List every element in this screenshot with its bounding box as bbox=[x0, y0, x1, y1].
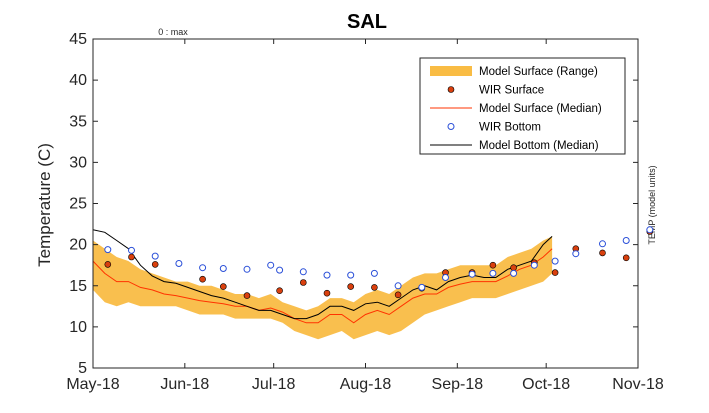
legend-icon-wir-bottom bbox=[447, 123, 455, 130]
wir-surface-point bbox=[551, 269, 559, 276]
wir-surface-point bbox=[128, 253, 135, 261]
wir-bottom-point bbox=[394, 282, 402, 290]
wir-bottom-point bbox=[370, 269, 378, 277]
wir-bottom-point bbox=[104, 246, 112, 254]
wir-bottom-point bbox=[572, 250, 580, 258]
wir-surface-point bbox=[347, 283, 355, 290]
y-tick-label: 25 bbox=[69, 196, 87, 213]
wir-bottom-point bbox=[128, 246, 135, 254]
wir-bottom-point bbox=[530, 261, 538, 269]
wir-surface-point bbox=[371, 284, 378, 291]
x-tick-label: May-18 bbox=[66, 376, 119, 393]
wir-surface-point bbox=[104, 261, 112, 268]
wir-bottom-point bbox=[323, 271, 331, 279]
y-tick-label: 10 bbox=[69, 319, 87, 336]
chart-title: SAL bbox=[347, 11, 387, 33]
wir-bottom-point bbox=[347, 271, 355, 279]
axes: 5 10 15 20 25 30 35 40 45 May-18 Jun-18 Jul-18 Aug-1… bbox=[66, 31, 664, 393]
y-tick-label: 15 bbox=[69, 278, 87, 295]
wir-surface-point bbox=[510, 264, 517, 272]
wir-bottom-point bbox=[418, 283, 426, 291]
x-tick-label: Aug-18 bbox=[340, 376, 392, 393]
wir-bottom-point bbox=[243, 265, 251, 273]
wir-surface-point bbox=[599, 249, 606, 257]
plot-area bbox=[92, 226, 654, 340]
wir-bottom-point bbox=[468, 270, 476, 278]
legend-entry: WIR Bottom bbox=[479, 122, 541, 134]
wir-bottom-point bbox=[175, 260, 183, 267]
y-tick-label: 35 bbox=[69, 113, 87, 130]
top-note: 0 : max bbox=[158, 27, 188, 37]
x-tick-label: Jul-18 bbox=[252, 376, 296, 393]
wir-surface-point bbox=[220, 283, 227, 290]
wir-surface-point bbox=[243, 292, 251, 299]
right-axis-label: TEMP (model units) bbox=[647, 165, 657, 244]
wir-surface-point bbox=[394, 291, 402, 299]
wir-surface-point bbox=[199, 275, 206, 283]
legend-icon-range bbox=[430, 66, 472, 76]
legend-entry: Model Bottom (Median) bbox=[479, 140, 599, 152]
wir-surface-point bbox=[299, 279, 307, 286]
wir-bottom-point bbox=[267, 261, 275, 269]
x-tick-label: Nov-18 bbox=[612, 376, 664, 393]
wir-surface-point bbox=[276, 287, 283, 295]
wir-surface-point bbox=[489, 261, 497, 269]
series-model-surface-median bbox=[92, 248, 553, 324]
wir-bottom-point bbox=[622, 237, 630, 244]
y-tick-label: 20 bbox=[69, 237, 87, 254]
wir-bottom-point bbox=[199, 264, 207, 272]
wir-bottom-point bbox=[489, 269, 497, 277]
series-model-surface-range bbox=[93, 236, 553, 340]
wir-surface-point bbox=[323, 289, 331, 297]
wir-surface-point bbox=[622, 254, 630, 262]
y-axis-label: Temperature (C) bbox=[35, 143, 54, 267]
wir-bottom-point bbox=[442, 274, 449, 281]
wir-bottom-point bbox=[276, 266, 284, 274]
y-tick-label: 40 bbox=[69, 72, 87, 89]
x-tick-label: Jun-18 bbox=[160, 376, 209, 393]
legend-entry: WIR Surface bbox=[479, 85, 544, 97]
x-tick-label: Sep-18 bbox=[432, 376, 484, 393]
series-model-bottom-median bbox=[92, 229, 553, 320]
legend-entry: Model Surface (Range) bbox=[479, 66, 598, 78]
legend: Model Surface (Range) WIR Surface Model Su… bbox=[419, 57, 626, 155]
wir-bottom-point bbox=[219, 265, 227, 272]
y-tick-label: 45 bbox=[69, 31, 87, 48]
y-tick-label: 30 bbox=[69, 154, 87, 171]
x-tick-label: Oct-18 bbox=[522, 376, 570, 393]
legend-entry: Model Surface (Median) bbox=[479, 103, 602, 115]
wir-bottom-point bbox=[646, 226, 654, 234]
wir-bottom-point bbox=[599, 240, 606, 248]
wir-surface-point bbox=[151, 261, 159, 268]
legend-icon-wir-surface bbox=[447, 86, 455, 93]
wir-bottom-point bbox=[151, 252, 159, 260]
wir-bottom-point bbox=[551, 257, 559, 265]
y-tick-label: 5 bbox=[78, 360, 87, 377]
wir-bottom-point bbox=[299, 268, 307, 276]
wir-bottom-point bbox=[510, 269, 518, 277]
